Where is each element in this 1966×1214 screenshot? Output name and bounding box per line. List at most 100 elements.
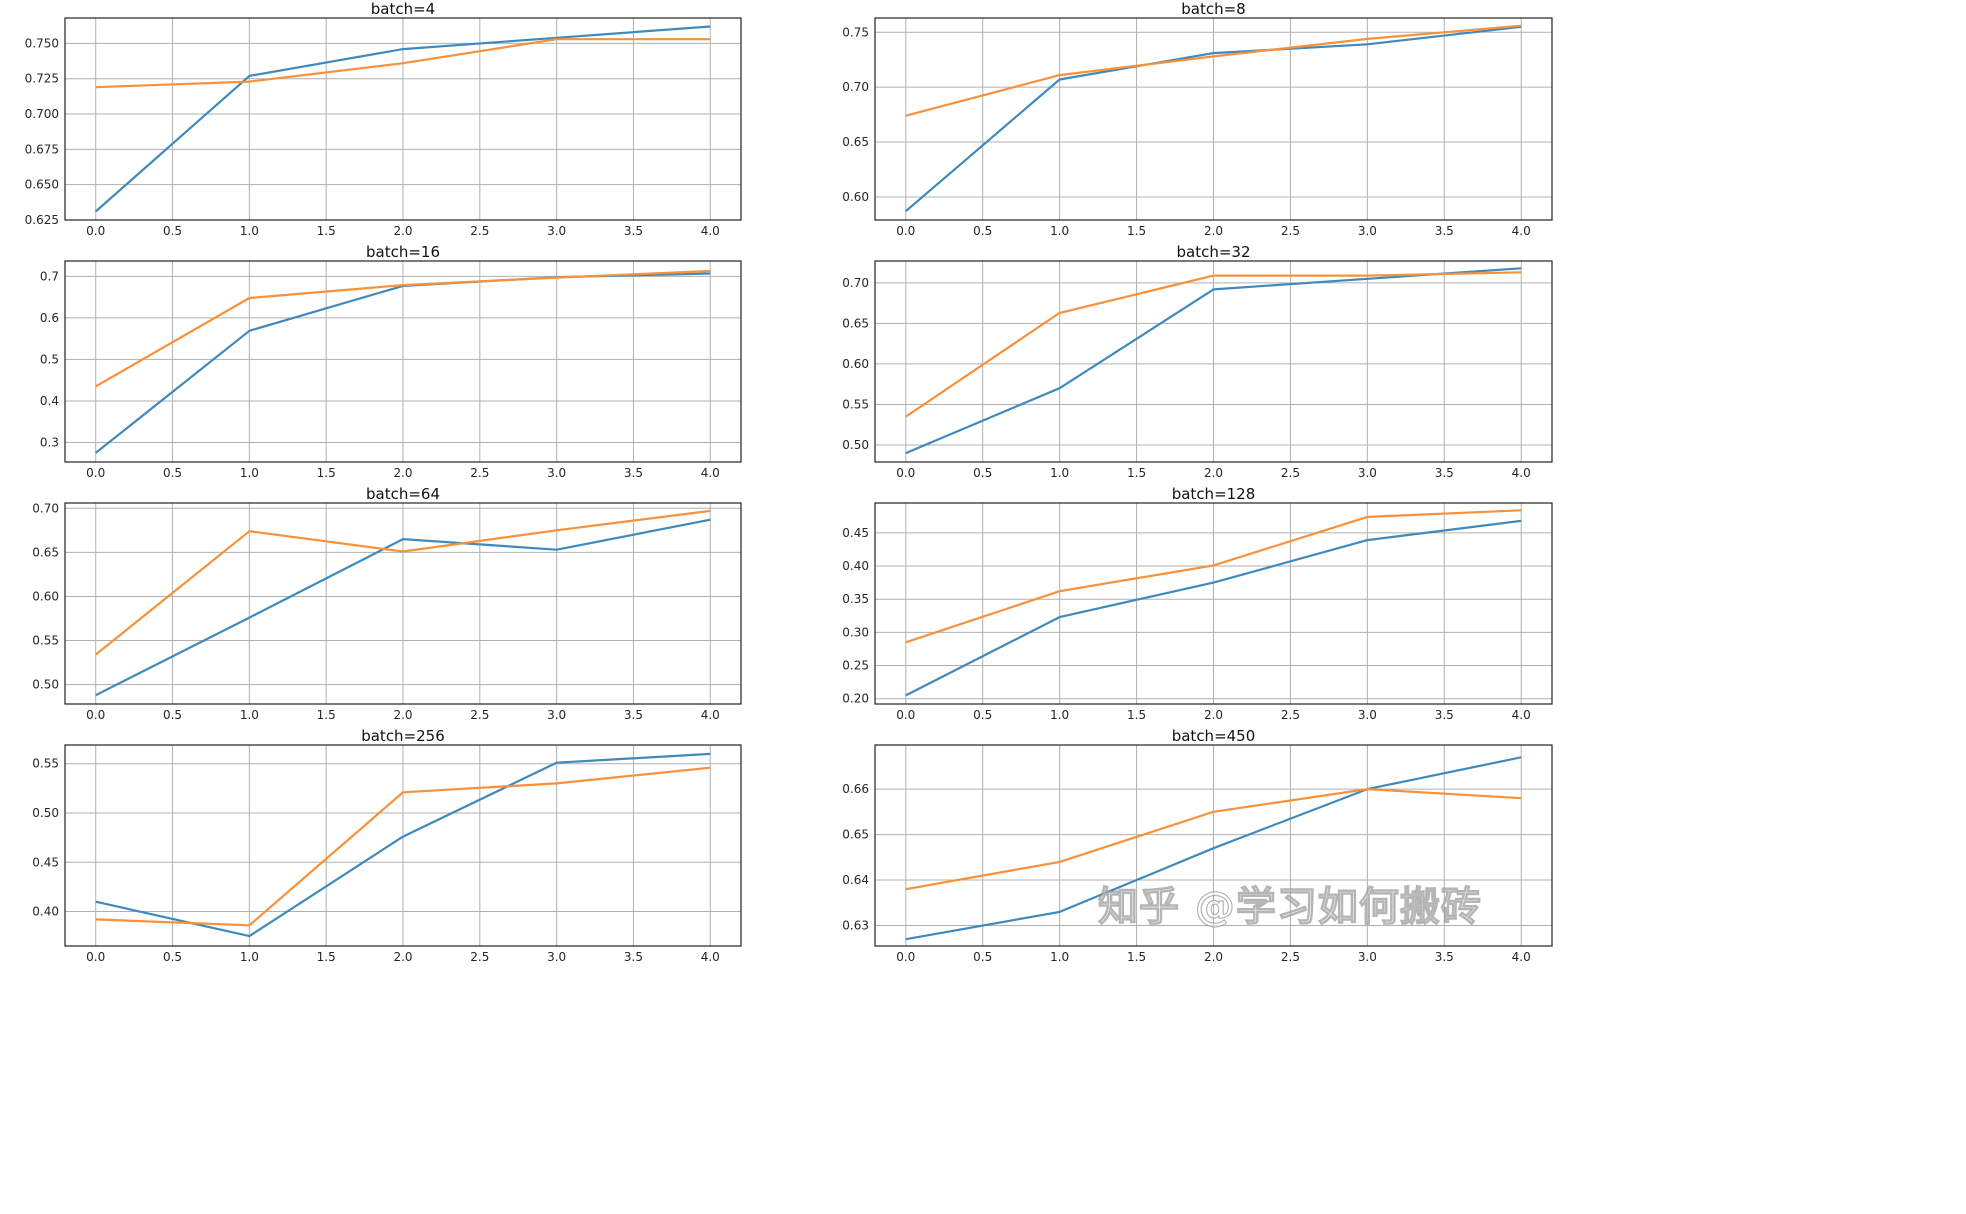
x-tick-label: 3.5 [624, 466, 643, 480]
x-tick-label: 2.0 [1204, 466, 1223, 480]
y-tick-label: 0.20 [842, 692, 869, 706]
series-line-2 [95, 766, 711, 927]
chart-3: 0.0 0.5 1.0 1.5 2.0 2.5 3.0 3.5 4.0 0.3 0.4 0.5 0.6 0… [40, 243, 742, 480]
y-tick-label: 0.3 [40, 435, 59, 449]
x-tick-label: 1.0 [1050, 708, 1069, 722]
y-tick-label: 0.60 [32, 589, 59, 603]
x-tick-label: 4.0 [701, 466, 720, 480]
y-tick-label: 0.65 [842, 828, 869, 842]
x-tick-label: 2.0 [1204, 708, 1223, 722]
x-tick-label: 2.0 [393, 950, 412, 964]
series-line-2 [95, 269, 711, 388]
y-tick-label: 0.65 [32, 545, 59, 559]
x-tick-label: 2.0 [393, 708, 412, 722]
x-tick-label: 2.5 [1281, 708, 1300, 722]
x-tick-label: 2.0 [393, 224, 412, 238]
y-tick-label: 0.35 [842, 592, 869, 606]
x-tick-label: 3.0 [1358, 466, 1377, 480]
x-tick-label: 0.0 [896, 950, 915, 964]
chart-title: batch=8 [1181, 0, 1245, 18]
x-tick-label: 1.0 [1050, 466, 1069, 480]
x-tick-label: 1.5 [1127, 950, 1146, 964]
y-tick-label: 0.50 [32, 678, 59, 692]
series-line-2 [95, 38, 711, 89]
x-tick-label: 1.0 [1050, 950, 1069, 964]
x-tick-label: 3.5 [1435, 224, 1454, 238]
chart-title: batch=256 [361, 727, 445, 745]
series-line-2 [905, 509, 1522, 644]
series-line-2 [905, 787, 1522, 891]
y-tick-label: 0.70 [842, 80, 869, 94]
series-line-1 [905, 519, 1522, 697]
y-tick-label: 0.70 [32, 501, 59, 515]
x-tick-label: 3.0 [547, 466, 566, 480]
x-tick-label: 0.0 [896, 466, 915, 480]
charts-grid: 0.0 0.5 1.0 1.5 2.0 2.5 3.0 3.5 4.0 0.625 0.650 0.6… [25, 0, 1553, 964]
x-tick-label: 4.0 [701, 224, 720, 238]
x-tick-label: 3.0 [547, 708, 566, 722]
x-tick-label: 1.0 [240, 708, 259, 722]
series-line-1 [95, 518, 711, 697]
y-tick-label: 0.65 [842, 316, 869, 330]
series-line-2 [905, 24, 1522, 117]
x-tick-label: 1.0 [240, 466, 259, 480]
x-tick-label: 1.0 [1050, 224, 1069, 238]
x-tick-label: 0.0 [86, 950, 105, 964]
y-tick-label: 0.55 [842, 397, 869, 411]
x-tick-label: 3.0 [547, 224, 566, 238]
x-tick-label: 0.5 [163, 466, 182, 480]
chart-2: 0.0 0.5 1.0 1.5 2.0 2.5 3.0 3.5 4.0 0.60 0.65 0.70 0… [842, 0, 1553, 238]
chart-title: batch=128 [1172, 485, 1256, 503]
x-tick-label: 1.5 [317, 950, 336, 964]
x-tick-label: 2.5 [470, 224, 489, 238]
y-tick-label: 0.66 [842, 782, 869, 796]
x-tick-label: 0.0 [86, 224, 105, 238]
x-tick-label: 3.0 [1358, 950, 1377, 964]
x-tick-label: 3.5 [1435, 466, 1454, 480]
y-tick-label: 0.63 [842, 919, 869, 933]
x-tick-label: 4.0 [701, 708, 720, 722]
series-line-1 [94, 25, 711, 213]
figure-canvas: 0.0 0.5 1.0 1.5 2.0 2.5 3.0 3.5 4.0 0.625 0.650 0.6… [25, 0, 1553, 964]
y-tick-label: 0.50 [842, 438, 869, 452]
x-tick-label: 2.5 [470, 466, 489, 480]
x-tick-label: 2.5 [1281, 224, 1300, 238]
x-tick-label: 2.0 [393, 466, 412, 480]
x-tick-label: 1.5 [1127, 708, 1146, 722]
y-tick-label: 0.50 [32, 806, 59, 820]
x-tick-label: 0.0 [896, 224, 915, 238]
x-tick-label: 2.5 [1281, 950, 1300, 964]
chart-title: batch=32 [1176, 243, 1250, 261]
y-tick-label: 0.65 [842, 135, 869, 149]
axes-frame [874, 744, 1553, 947]
chart-5: 0.0 0.5 1.0 1.5 2.0 2.5 3.0 3.5 4.0 0.50 0.55 0.60 0… [32, 485, 742, 722]
series-line-1 [905, 25, 1522, 213]
x-tick-label: 4.0 [1512, 950, 1531, 964]
x-tick-label: 1.0 [240, 950, 259, 964]
axes-frame [64, 17, 742, 221]
y-tick-label: 0.55 [32, 634, 59, 648]
y-tick-label: 0.40 [32, 905, 59, 919]
y-tick-label: 0.30 [842, 625, 869, 639]
y-tick-label: 0.60 [842, 190, 869, 204]
chart-8: 0.0 0.5 1.0 1.5 2.0 2.5 3.0 3.5 4.0 0.63 0.64 0.65 0… [842, 727, 1553, 964]
y-tick-label: 0.650 [25, 178, 59, 192]
chart-title: batch=450 [1172, 727, 1256, 745]
x-tick-label: 0.0 [86, 466, 105, 480]
x-tick-label: 2.5 [470, 950, 489, 964]
x-tick-label: 3.5 [624, 708, 643, 722]
series-line-1 [95, 752, 711, 938]
y-tick-label: 0.75 [842, 25, 869, 39]
y-tick-label: 0.625 [25, 213, 59, 227]
x-tick-label: 3.0 [547, 950, 566, 964]
y-tick-label: 0.64 [842, 873, 869, 887]
axes-frame [64, 502, 742, 705]
x-tick-label: 2.0 [1204, 224, 1223, 238]
x-tick-label: 0.5 [973, 950, 992, 964]
chart-title: batch=16 [366, 243, 440, 261]
x-tick-label: 0.5 [973, 466, 992, 480]
y-tick-label: 0.725 [25, 72, 59, 86]
x-tick-label: 0.5 [973, 224, 992, 238]
chart-title: batch=64 [366, 485, 440, 503]
series-line-2 [95, 509, 711, 656]
